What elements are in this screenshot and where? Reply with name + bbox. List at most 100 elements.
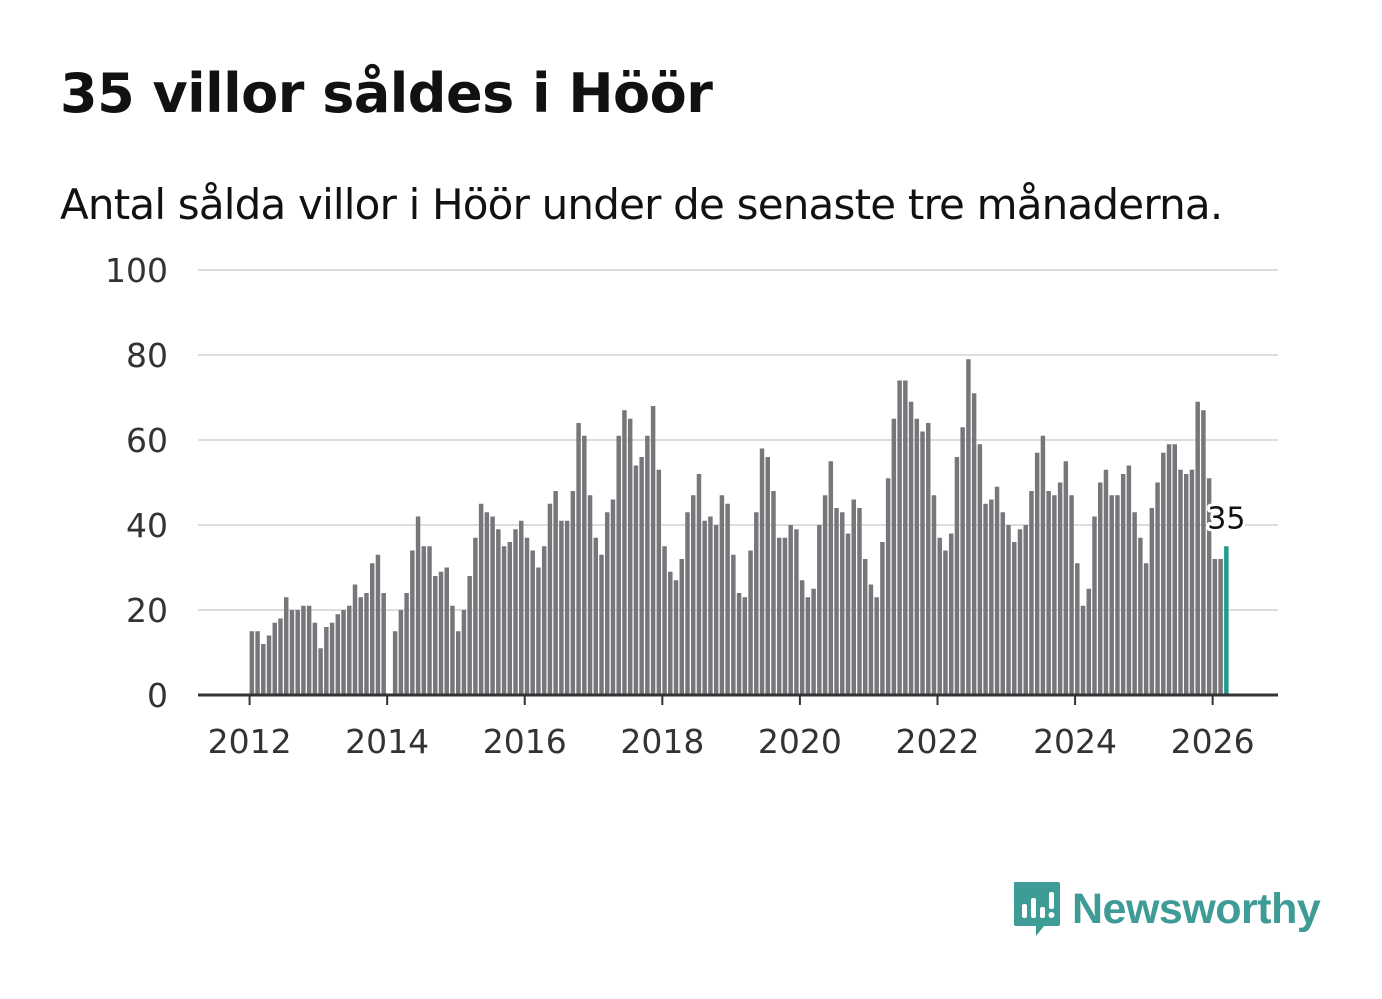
bar: [347, 605, 352, 695]
bar: [306, 605, 312, 695]
bar: [1126, 465, 1132, 695]
bar: [467, 576, 472, 695]
bar: [971, 393, 977, 695]
bar: [255, 631, 260, 695]
bar: [266, 635, 272, 695]
bar: [805, 597, 811, 695]
bar: [455, 631, 461, 695]
bar: [690, 495, 696, 695]
bar-chart: 0 20 40 60 80 100 2012 2014 2016 2018 2020 2022 2024…: [105, 251, 1278, 761]
bar: [840, 512, 845, 695]
brand-name: Newsworthy: [1072, 884, 1321, 933]
bar: [433, 576, 438, 695]
bar: [662, 546, 667, 695]
bar: [295, 610, 300, 695]
bar: [410, 550, 415, 695]
bar: [564, 520, 570, 695]
bar: [960, 427, 965, 695]
bar: [1075, 563, 1080, 695]
bar: [989, 499, 994, 695]
bar: [369, 563, 375, 695]
y-tick-label: 60: [126, 421, 168, 460]
bar: [1052, 495, 1057, 695]
bar: [352, 584, 358, 695]
bar: [633, 465, 639, 695]
bar: [1000, 512, 1006, 695]
bar: [616, 435, 621, 695]
bar: [845, 533, 851, 695]
bar: [834, 508, 839, 695]
bar: [444, 567, 449, 695]
bar: [656, 469, 662, 695]
bar: [478, 503, 484, 695]
bar: [1132, 512, 1137, 695]
bar: [576, 423, 581, 695]
bar: [1195, 401, 1200, 695]
bar: [513, 529, 518, 695]
x-tick-label: 2014: [345, 722, 429, 761]
bar: [650, 406, 656, 695]
bar: [490, 516, 495, 695]
bar: [994, 486, 1000, 695]
bar: [748, 550, 753, 695]
bar: [599, 554, 604, 695]
bar: [897, 380, 902, 695]
bar: [931, 495, 937, 695]
bar: [1006, 525, 1011, 695]
bar: [1103, 469, 1109, 695]
bar: [668, 571, 673, 695]
bar: [559, 520, 564, 695]
bar: [1034, 452, 1040, 695]
bar: [828, 461, 834, 695]
y-tick-label: 0: [147, 676, 168, 715]
bar: [685, 512, 690, 695]
labels: 0 20 40 60 80 100 2012 2014 2016 2018 2020 2022 2024…: [105, 251, 1255, 761]
x-tick-label: 2024: [1033, 722, 1117, 761]
bar: [645, 435, 650, 695]
bar: [524, 537, 530, 695]
bar: [1206, 478, 1212, 695]
bar: [868, 584, 874, 695]
bar: [880, 542, 885, 695]
bar: [725, 503, 730, 695]
bar: [507, 542, 513, 695]
bar: [421, 546, 427, 695]
bar: [1155, 482, 1160, 695]
bar: [799, 580, 805, 695]
bar: [364, 593, 369, 695]
bar: [249, 631, 255, 695]
bar: [885, 478, 891, 695]
bar: [610, 499, 616, 695]
bar: [1212, 559, 1218, 695]
bar: [272, 622, 277, 695]
bar: [742, 597, 748, 695]
bar: [1069, 495, 1074, 695]
bar: [719, 495, 725, 695]
bar: [582, 435, 587, 695]
bar: [765, 457, 770, 695]
bar: [553, 491, 558, 695]
bar: [914, 418, 920, 695]
bar: [937, 537, 942, 695]
bar: [811, 588, 816, 695]
bar: [771, 491, 776, 695]
bar: [713, 525, 719, 695]
bar: [622, 410, 627, 695]
bar: [341, 610, 346, 695]
bar: [605, 512, 610, 695]
bar: [817, 525, 822, 695]
bar: [324, 627, 329, 695]
bar: [1189, 469, 1195, 695]
chart-subtitle: Antal sålda villor i Höör under de senas…: [60, 180, 1223, 229]
bar: [501, 546, 507, 695]
bar: [283, 597, 289, 695]
bar: [404, 593, 409, 695]
bar: [381, 593, 386, 695]
bar: [541, 546, 547, 695]
brand-logo: Newsworthy: [1010, 878, 1321, 940]
x-tick-label: 2022: [895, 722, 979, 761]
bar: [1183, 474, 1189, 695]
bar: [398, 610, 404, 695]
x-axis: [198, 693, 1278, 705]
bar: [731, 554, 736, 695]
